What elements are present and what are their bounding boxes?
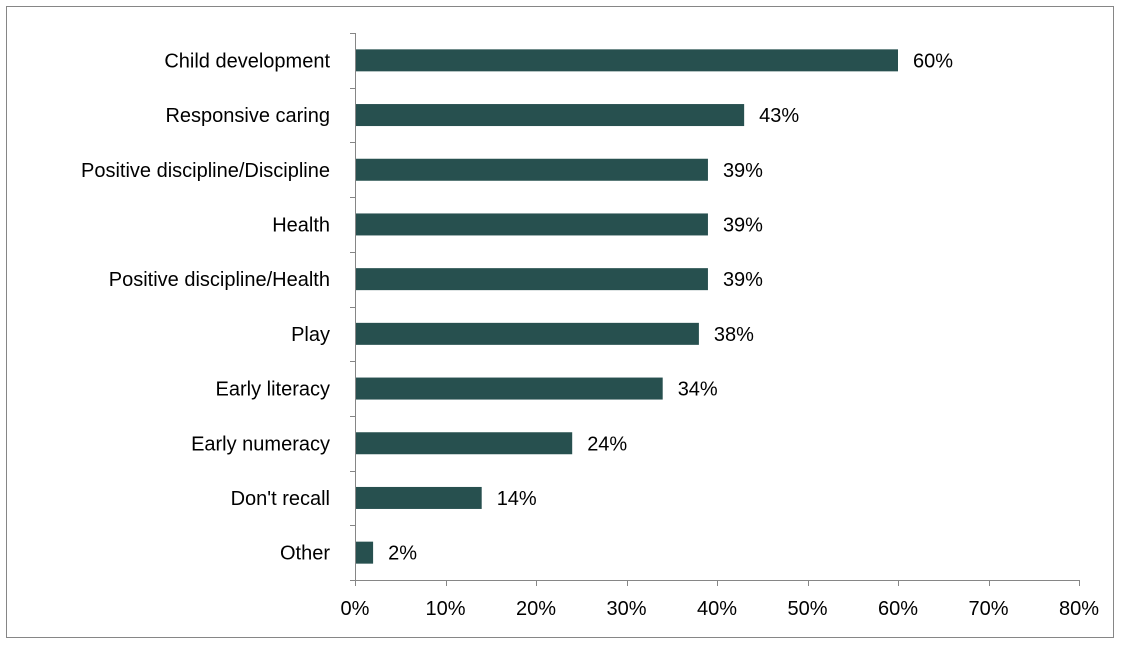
labels-layer: 0% 10% 20% 30% 40% 50% 60% 70% 80% Child developm… <box>81 50 1099 620</box>
x-tick-label: 80% <box>1059 598 1099 620</box>
bar <box>356 541 374 564</box>
data-label: 39% <box>723 160 763 182</box>
category-label: Positive discipline/Discipline <box>81 160 330 182</box>
data-label: 39% <box>723 214 763 236</box>
bar <box>356 268 708 291</box>
category-label: Other <box>280 543 330 565</box>
x-tick-label: 60% <box>878 598 918 620</box>
axes-layer <box>350 33 1080 586</box>
bar <box>356 213 708 236</box>
x-tick-label: 70% <box>968 598 1008 620</box>
x-tick-label: 50% <box>787 598 827 620</box>
x-tick-label: 10% <box>425 598 465 620</box>
category-label: Responsive caring <box>165 105 330 127</box>
category-label: Don't recall <box>231 488 330 510</box>
data-label: 43% <box>759 105 799 127</box>
data-label: 38% <box>714 324 754 346</box>
x-tick-label: 0% <box>341 598 370 620</box>
category-label: Play <box>291 324 330 346</box>
category-label: Early literacy <box>216 379 330 401</box>
data-label: 34% <box>678 379 718 401</box>
data-label: 2% <box>388 543 417 565</box>
bar <box>356 158 708 181</box>
bar <box>356 104 745 127</box>
bar <box>356 49 898 72</box>
category-label: Health <box>272 214 330 236</box>
category-label: Early numeracy <box>191 433 330 455</box>
bar <box>356 486 482 509</box>
category-label: Child development <box>164 50 330 72</box>
data-label: 24% <box>587 433 627 455</box>
bar <box>356 322 699 345</box>
x-tick-label: 20% <box>516 598 556 620</box>
data-label: 14% <box>497 488 537 510</box>
data-label: 60% <box>913 50 953 72</box>
data-label: 39% <box>723 269 763 291</box>
x-tick-label: 30% <box>606 598 646 620</box>
bar <box>356 377 663 400</box>
x-tick-label: 40% <box>697 598 737 620</box>
bars-layer <box>356 49 898 564</box>
bar <box>356 432 573 455</box>
category-label: Positive discipline/Health <box>109 269 330 291</box>
